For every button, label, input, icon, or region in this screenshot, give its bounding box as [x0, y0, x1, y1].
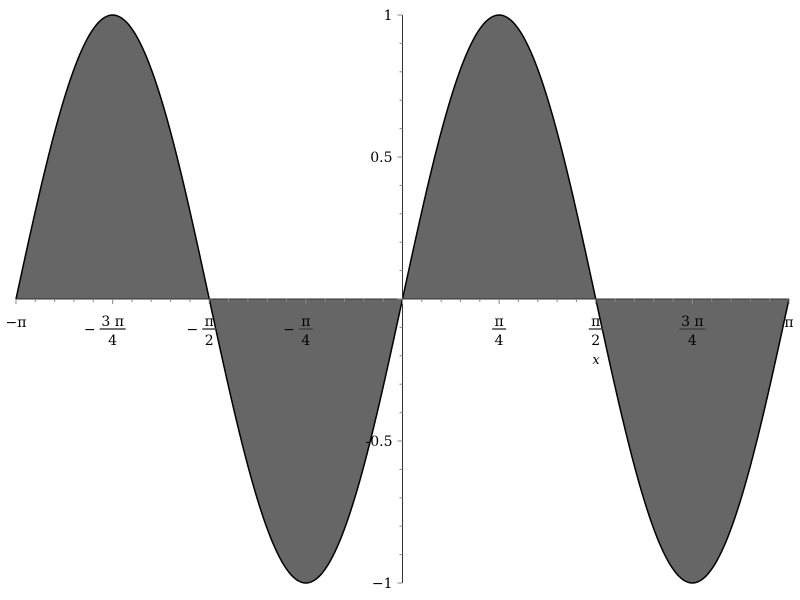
x-tick-denominator: 4 — [495, 333, 504, 349]
y-tick-label: -0.5 — [366, 434, 393, 450]
y-tick-label: 0.5 — [370, 150, 392, 166]
x-tick-label: −π — [6, 315, 27, 331]
y-tick-label: 1 — [384, 8, 393, 24]
x-axis-label: x — [592, 353, 600, 368]
x-tick-sign: − — [283, 322, 295, 338]
x-tick-text: −π — [6, 315, 27, 331]
x-tick-denominator: 2 — [591, 333, 600, 349]
x-tick-denominator: 4 — [108, 333, 117, 349]
x-tick-sign: − — [84, 322, 96, 338]
x-tick-numerator: π — [205, 314, 214, 330]
axes — [15, 14, 790, 584]
x-tick-denominator: 4 — [301, 333, 310, 349]
x-tick-label: 3 π 4− — [84, 314, 126, 349]
x-tick-sign: − — [187, 322, 199, 338]
x-tick-label: π4 — [492, 314, 507, 349]
x-tick-label: 3 π4 — [679, 314, 706, 349]
y-ticks: 1 0.5 -0.5 −1 — [366, 8, 393, 592]
x-tick-numerator: π — [591, 314, 600, 330]
x-tick-numerator: 3 π — [101, 314, 124, 330]
x-tick-numerator: π — [495, 314, 504, 330]
x-tick-label: π2 — [588, 314, 603, 349]
x-tick-numerator: π — [301, 314, 310, 330]
x-tick-label: π 4− — [283, 314, 313, 349]
x-tick-label: π — [784, 315, 793, 331]
x-tick-numerator: 3 π — [681, 314, 704, 330]
x-tick-text: π — [784, 315, 793, 331]
x-tick-label: π 2− — [187, 314, 217, 349]
y-tick-label: −1 — [372, 576, 393, 592]
x-tick-denominator: 4 — [688, 333, 697, 349]
x-tick-denominator: 2 — [205, 333, 214, 349]
